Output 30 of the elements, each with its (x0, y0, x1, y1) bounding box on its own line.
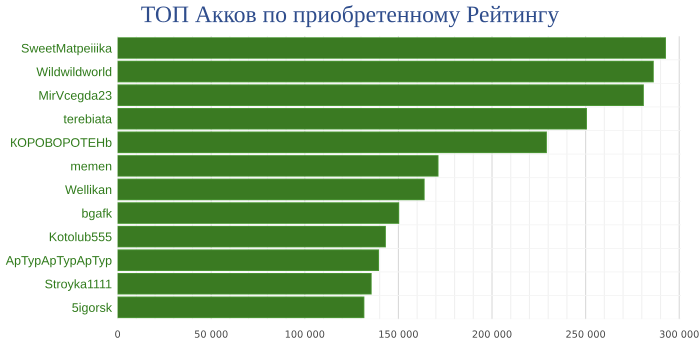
bar (118, 84, 644, 106)
y-tick-label: Kotolub555 (50, 232, 112, 242)
x-tick-label: 200 000 (472, 330, 512, 338)
bar (118, 108, 587, 130)
x-tick-label: 300 000 (660, 330, 699, 338)
bar (118, 296, 364, 318)
x-tick-label: 50 000 (194, 330, 228, 338)
x-tick-label: 150 000 (379, 330, 418, 338)
chart-title: ТОП Акков по приобретенному Рейтингу (141, 5, 560, 28)
y-tick-label: bgafk (82, 208, 112, 220)
x-tick-label: 100 000 (286, 330, 324, 338)
y-tick-label: Wildwildworld (36, 67, 112, 76)
bar (118, 272, 372, 295)
x-tick-label: 0 (115, 330, 120, 338)
y-tick-label: SweetMatpeiiika (22, 43, 112, 56)
bar (118, 37, 666, 59)
bar (118, 249, 379, 271)
x-tick-label: 250 000 (566, 330, 606, 338)
y-tick-label: 5igorsk (72, 302, 112, 314)
y-tick-label: Wellikan (65, 184, 112, 194)
y-tick-label: Stroyka1111 (45, 279, 112, 291)
bar (118, 132, 547, 154)
bar (118, 155, 439, 177)
y-tick-label: MirVcegda23 (39, 90, 112, 102)
y-tick-label: terebiata (64, 114, 112, 124)
bar (118, 226, 386, 248)
y-tick-label: КОРОВОРОТЕНb (11, 138, 112, 147)
y-tick-label: ApTypApTypApTyp (6, 256, 112, 268)
bar (118, 60, 654, 82)
y-tick-label: memen (71, 164, 112, 171)
